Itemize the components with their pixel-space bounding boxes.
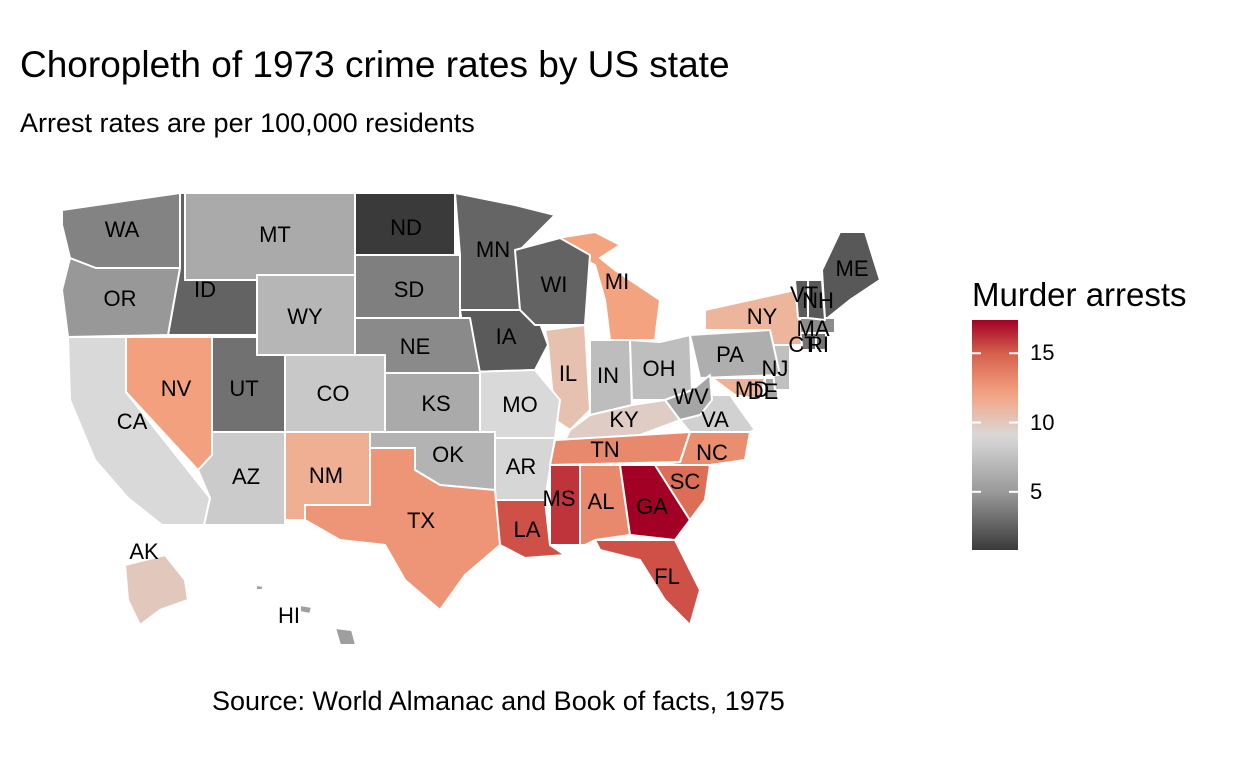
legend-tick-label: 5: [1030, 478, 1043, 504]
legend-tick-label: 15: [1030, 340, 1055, 366]
state-label-tx: TX: [407, 508, 435, 533]
state-tn: [549, 431, 691, 466]
state-label-md: MD: [735, 377, 769, 402]
state-label-ma: MA: [797, 316, 830, 341]
state-label-sc: SC: [670, 469, 701, 494]
state-label-nv: NV: [161, 376, 192, 401]
legend-title: Murder arrests: [972, 276, 1187, 313]
state-label-ne: NE: [400, 334, 431, 359]
chart-subtitle: Arrest rates are per 100,000 residents: [20, 108, 475, 138]
state-ak: [124, 554, 189, 626]
state-wy: [256, 274, 356, 356]
legend-color-bar: [972, 320, 1018, 550]
state-label-mn: MN: [476, 237, 510, 262]
state-wi: [514, 237, 591, 326]
state-md: [711, 377, 766, 401]
state-label-wy: WY: [287, 304, 323, 329]
state-label-la: LA: [514, 517, 541, 542]
state-label-nj: NJ: [762, 356, 789, 381]
state-label-mt: MT: [259, 222, 291, 247]
state-label-vt: VT: [790, 282, 818, 307]
chart-caption: Source: World Almanac and Book of facts,…: [212, 686, 785, 716]
state-label-hi: HI: [278, 603, 300, 628]
state-ga: [619, 464, 691, 541]
state-label-ca: CA: [117, 409, 148, 434]
state-label-id: ID: [194, 277, 216, 302]
state-label-fl: FL: [654, 564, 680, 589]
legend-tick-label: 10: [1030, 409, 1055, 435]
state-label-tn: TN: [590, 437, 619, 462]
state-label-mo: MO: [502, 392, 537, 417]
state-label-nd: ND: [390, 215, 422, 240]
state-label-wa: WA: [105, 217, 140, 242]
state-sc: [654, 464, 711, 521]
state-label-ok: OK: [432, 442, 464, 467]
state-label-mi: MI: [605, 269, 629, 294]
state-label-ia: IA: [496, 324, 517, 349]
state-nv: [125, 336, 213, 471]
state-mi: [544, 231, 661, 341]
state-label-ri: RI: [807, 332, 829, 357]
state-label-ky: KY: [609, 407, 639, 432]
state-vt: [794, 279, 809, 319]
chart-title: Choropleth of 1973 crime rates by US sta…: [20, 44, 730, 85]
state-label-in: IN: [597, 363, 619, 388]
state-label-va: VA: [701, 407, 729, 432]
state-label-ga: GA: [636, 494, 668, 519]
state-label-pa: PA: [716, 342, 744, 367]
state-label-az: AZ: [232, 464, 260, 489]
state-label-me: ME: [836, 256, 869, 281]
state-tx: [304, 447, 501, 611]
state-label-wv: WV: [673, 384, 709, 409]
state-label-il: IL: [559, 361, 577, 386]
state-label-nh: NH: [802, 288, 834, 313]
state-label-nm: NM: [309, 463, 343, 488]
legend-gradient: [972, 320, 1018, 550]
state-label-nc: NC: [696, 440, 728, 465]
state-label-ms: MS: [543, 486, 576, 511]
state-label-ak: AK: [129, 539, 159, 564]
state-label-wi: WI: [541, 272, 568, 297]
state-label-or: OR: [104, 286, 137, 311]
state-label-ct: CT: [788, 332, 817, 357]
state-ri: [815, 332, 827, 351]
state-label-oh: OH: [643, 356, 676, 381]
state-wa: [61, 192, 181, 269]
state-label-de: DE: [748, 379, 779, 404]
state-label-ny: NY: [747, 304, 778, 329]
state-label-ut: UT: [229, 376, 258, 401]
state-pa: [689, 329, 781, 379]
state-fl: [594, 539, 701, 626]
state-wv: [664, 374, 713, 421]
state-label-sd: SD: [394, 277, 425, 302]
state-label-al: AL: [588, 489, 615, 514]
state-hi: [255, 584, 357, 646]
state-label-ks: KS: [421, 391, 450, 416]
state-label-ar: AR: [506, 454, 537, 479]
state-label-co: CO: [317, 381, 350, 406]
